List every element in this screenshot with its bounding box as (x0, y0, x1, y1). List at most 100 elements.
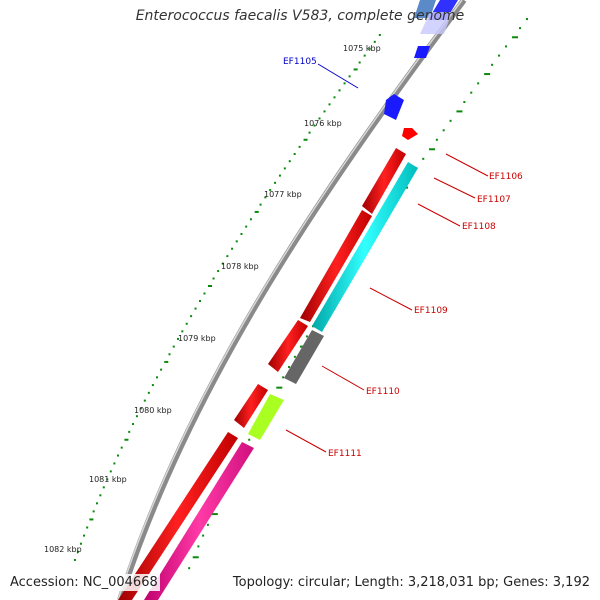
inner-scale-tick (92, 510, 95, 513)
top-feature-fragments (414, 0, 458, 34)
inner-scale-tick (208, 285, 212, 287)
inner-scale-tick (185, 322, 188, 325)
outer-scale-tick (498, 54, 501, 57)
gene-red-4-body[interactable] (268, 320, 308, 372)
gene-EF1107-label[interactable]: EF1107 (477, 195, 511, 205)
inner-scale-tick (76, 550, 79, 553)
outer-scale-tick (470, 91, 473, 94)
inner-scale-tick (139, 407, 142, 410)
inner-scale-tick (283, 167, 286, 170)
outer-scale-tick (305, 335, 308, 338)
feature-fragment-lavender[interactable] (420, 12, 452, 34)
outer-scale-tick (505, 45, 508, 48)
outer-scale-tick (197, 545, 200, 548)
gene-EF1108-leader (417, 203, 461, 227)
inner-scale-tick (348, 75, 351, 78)
inner-scale-tick (240, 232, 243, 235)
gene-EF1110-leader (321, 365, 365, 391)
gene-EF1106-leader (445, 153, 489, 177)
inner-scale-tick (368, 47, 371, 50)
scale-label-1082: 1082 kbp (44, 545, 82, 554)
gene-EF1105-arrow (384, 94, 404, 120)
scale-label-1077: 1077 kbp (264, 190, 302, 199)
inner-scale-tick (155, 376, 158, 379)
inner-scale-tick (135, 415, 138, 418)
gene-EF1105[interactable]: EF1105 (283, 46, 430, 120)
inner-scale-tick (89, 518, 94, 521)
outer-scale-tick (276, 386, 283, 389)
inner-scale-tick (235, 240, 238, 243)
gene-red-6-body[interactable] (118, 432, 238, 600)
inner-scale-tick (181, 330, 184, 333)
inner-scale-tick (308, 131, 311, 134)
gene-EF1111-label[interactable]: EF1111 (328, 449, 362, 459)
backbone-line (117, 0, 467, 600)
gene-EF1110-body[interactable] (284, 330, 324, 384)
inner-scale-tick (79, 542, 82, 545)
gene-red-5-body[interactable] (234, 384, 268, 428)
inner-scale-tick (120, 446, 123, 449)
inner-scale-tick (226, 255, 229, 258)
inner-scale-tick (274, 181, 277, 184)
gene-EF1110-label[interactable]: EF1110 (366, 387, 400, 397)
gene-EF1106-label[interactable]: EF1106 (489, 172, 523, 182)
inner-scale-tick (212, 277, 215, 280)
inner-scale-tick (86, 526, 89, 529)
outer-scale-tick (442, 129, 445, 132)
inner-scale-tick (132, 423, 135, 426)
inner-scale-tick (245, 225, 248, 228)
inner-scale-tick (358, 61, 361, 64)
outer-scale-tick (429, 148, 436, 151)
inner-scale-tick (151, 384, 154, 387)
inner-scale-tick (95, 502, 98, 505)
inner-scale-tick (269, 189, 272, 192)
inner-scale-tick (318, 117, 321, 120)
inner-scale-tick (264, 196, 267, 199)
gene-EF1111-body[interactable] (248, 394, 284, 440)
gene-labels: EF1106 EF1107 EF1108 EF1109 EF1110 EF111… (285, 153, 523, 459)
inner-scale-tick (343, 82, 346, 85)
inner-scale-tick (113, 462, 116, 465)
inner-scale-tick (106, 478, 109, 481)
outer-scale-tick (463, 101, 466, 104)
gene-EF1108-label[interactable]: EF1108 (462, 222, 496, 232)
inner-scale-tick (99, 494, 102, 497)
inner-scale-tick (194, 307, 197, 310)
outer-scale-tick (211, 513, 218, 516)
outer-scale-tick (512, 36, 519, 39)
scale-label-1076: 1076 kbp (304, 119, 342, 128)
inner-scale-tick (73, 558, 76, 561)
gene-EF1105-label: EF1105 (283, 57, 317, 67)
gene-EF1108-body[interactable] (312, 162, 418, 332)
inner-scale-tick (83, 534, 86, 537)
inner-scale-tick (328, 103, 331, 106)
outer-scale-tick (206, 523, 209, 526)
scale-label-1079: 1079 kbp (178, 334, 216, 343)
gene-pink-body[interactable] (144, 442, 254, 600)
inner-scale-tick (378, 33, 381, 36)
scale-tick-track-inner (73, 33, 381, 561)
gene-EF1105-small-block (414, 46, 430, 58)
genome-title: Enterococcus faecalis V583, complete gen… (135, 8, 465, 24)
inner-scale-tick (288, 160, 291, 163)
gene-EF1109-body[interactable] (300, 210, 372, 322)
gene-EF1109-label[interactable]: EF1109 (414, 306, 448, 316)
inner-scale-tick (373, 40, 376, 43)
gene-EF1111-leader (285, 429, 327, 453)
inner-scale-tick (172, 345, 175, 348)
outer-scale-tick (422, 157, 425, 160)
inner-scale-tick (303, 138, 308, 141)
inner-scale-tick (278, 174, 281, 177)
inner-scale-tick (168, 353, 171, 356)
inner-scale-tick (221, 262, 224, 265)
outer-scale-tick (202, 534, 205, 537)
gene-EF1107-body[interactable] (362, 148, 406, 214)
accession-text: Accession: NC_004668 (8, 574, 160, 591)
outer-scale-tick (491, 63, 494, 66)
gene-EF1106-arrow[interactable] (402, 128, 418, 140)
gene-EF1107-leader (433, 177, 476, 199)
inner-scale-tick (217, 270, 220, 273)
scale-label-1075: 1075 kbp (343, 44, 381, 53)
gene-EF1109-leader (369, 287, 413, 311)
